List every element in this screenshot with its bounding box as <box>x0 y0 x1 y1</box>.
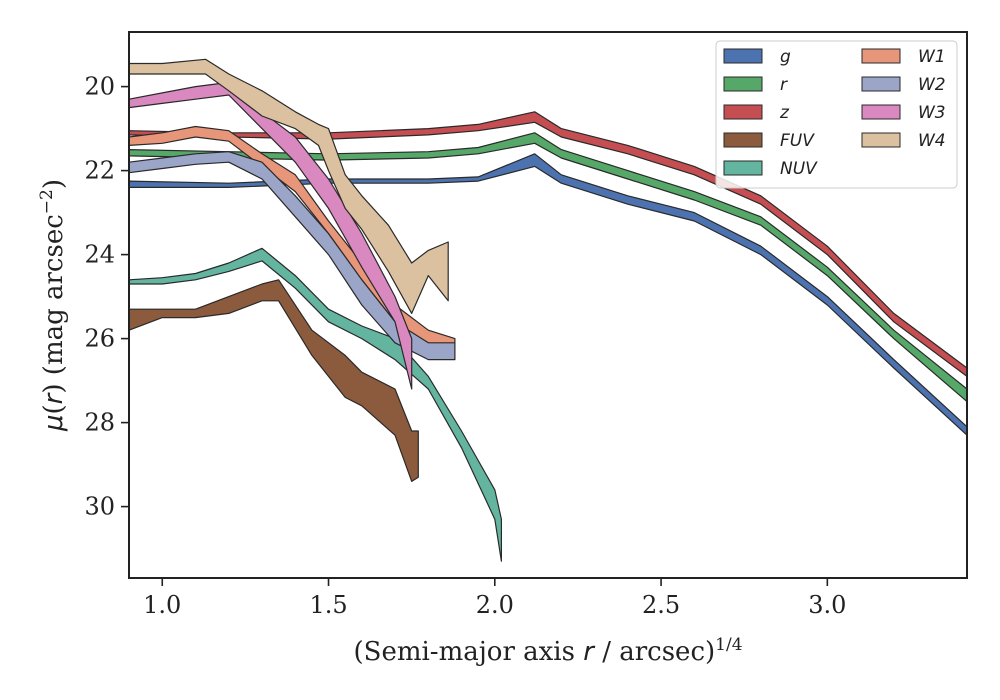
legend-swatch-w3 <box>861 104 901 120</box>
x-tick-label: 2.5 <box>642 591 680 619</box>
x-tick-label: 3.0 <box>808 591 846 619</box>
y-tick-label: 24 <box>84 241 115 269</box>
legend-swatch-w1 <box>861 48 901 64</box>
legend-label-w1: W1 <box>918 47 946 67</box>
band-fuv <box>128 279 419 482</box>
y-tick-label: 30 <box>84 493 115 521</box>
x-axis-ticks: 1.0 1.5 2.0 2.5 3.0 <box>143 578 846 619</box>
y-tick-label: 28 <box>84 409 115 437</box>
legend-label-z: z <box>779 103 790 123</box>
legend-label-r: r <box>780 75 788 95</box>
band-nuv <box>128 247 502 562</box>
x-axis-label: (Semi-major axis r / arcsec)1/4 <box>353 635 742 667</box>
plot-frame <box>128 31 968 579</box>
band-w4 <box>128 58 449 314</box>
legend-swatch-nuv <box>723 160 763 176</box>
x-tick-label: 1.0 <box>143 591 181 619</box>
legend-swatch-fuv <box>723 132 763 148</box>
y-tick-label: 22 <box>84 157 115 185</box>
legend-label-nuv: NUV <box>780 159 818 179</box>
legend-swatch-w4 <box>861 132 901 148</box>
x-tick-label: 1.5 <box>309 591 347 619</box>
legend-label-w3: W3 <box>918 103 946 123</box>
profile-bands <box>128 58 968 562</box>
x-tick-label: 2.0 <box>476 591 514 619</box>
y-axis-ticks: 20 22 24 26 28 30 <box>84 73 129 521</box>
y-axis-label: μ(r) (mag arcsec−2) <box>37 179 69 432</box>
y-tick-label: 20 <box>84 73 115 101</box>
legend-label-w4: W4 <box>918 131 946 151</box>
legend-label-fuv: FUV <box>780 131 815 151</box>
legend-label-w2: W2 <box>918 75 946 95</box>
legend: grz FUV NUV W1 W2 W3 W4 <box>715 40 958 189</box>
legend-swatch-g <box>723 48 763 64</box>
legend-swatch-r <box>723 76 763 92</box>
band-w2 <box>128 151 456 361</box>
legend-label-g: g <box>780 47 791 67</box>
legend-swatch-z <box>723 104 763 120</box>
y-tick-label: 26 <box>84 325 115 353</box>
legend-swatch-w2 <box>861 76 901 92</box>
